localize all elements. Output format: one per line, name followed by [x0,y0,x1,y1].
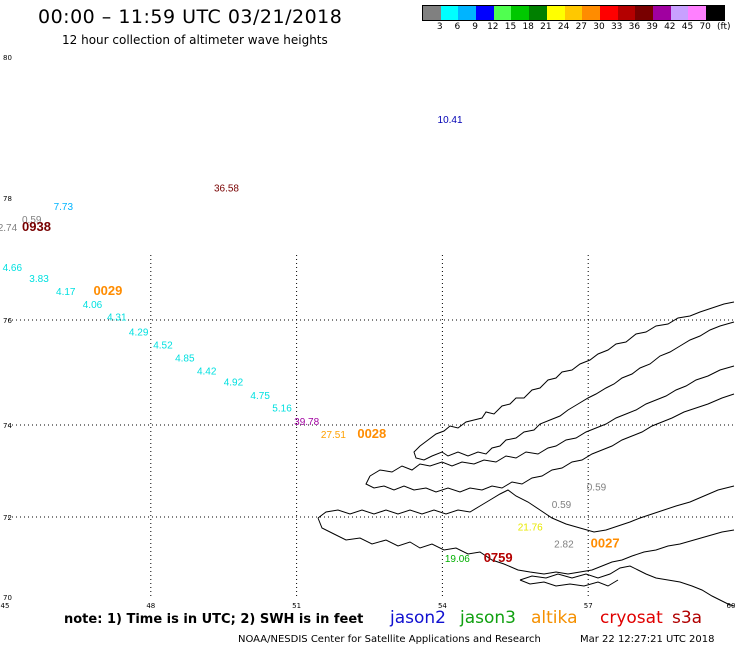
legend-swatch-13 [652,6,671,20]
wave-height-label: 4.31 [107,312,127,323]
graticule [8,255,733,598]
legend-swatch-2 [458,6,477,20]
legend-jason3: jason3 [460,608,516,628]
wave-height-label: 4.52 [153,341,173,352]
legend-swatch-0 [423,6,441,20]
wave-height-label: 19.06 [445,554,470,565]
wave-height-label: 4.29 [129,328,149,339]
lat-tick-label: 78 [3,195,12,203]
legend-swatch-7 [546,6,565,20]
wave-height-label: 4.75 [250,391,270,402]
wave-height-label: 3.83 [29,274,49,285]
wave-height-label: 5.16 [272,404,292,415]
lat-tick-label: 76 [3,317,12,325]
legend-swatch-3 [476,6,494,20]
coastline [317,301,735,607]
legend-swatch-15 [688,6,706,20]
lon-tick-label: 45 [1,602,10,610]
legend-swatch-1 [440,6,459,20]
legend-label: 42 [664,22,676,32]
legend-swatch-6 [529,6,547,20]
time-stamp-label: 0938 [22,219,51,234]
wave-height-label: 0.59 [587,482,607,493]
lon-tick-label: 57 [584,602,593,610]
legend-s3a: s3a [672,608,703,628]
legend-label: 3 [436,22,443,32]
legend-label: 6 [454,22,461,32]
legend-swatch-8 [564,6,583,20]
legend-label: 15 [504,22,517,32]
legend-label: 18 [522,22,534,32]
legend-swatch-16 [706,6,724,20]
map-title: 00:00 – 11:59 UTC 03/21/2018 [38,6,343,28]
legend-label: 45 [681,22,694,32]
wave-height-label: 10.41 [438,115,463,126]
wave-height-label: 4.92 [224,378,244,389]
legend-label: 12 [487,22,499,32]
observation-labels: 10.41 36.58 7.73 0.59 2.74 0938 4.66 3.83 4.17 00… [0,115,620,565]
legend-label: 30 [593,22,605,32]
legend-swatch-9 [582,6,600,20]
wave-height-label: 2.74 [0,223,18,234]
time-stamp-label: 0028 [357,426,386,441]
legend-label: 21 [540,22,552,32]
wave-height-label: 4.17 [56,287,76,298]
wave-height-label: 4.85 [175,354,195,365]
legend-swatch-11 [617,6,636,20]
legend-altika: altika [531,608,578,628]
time-stamp-label: 0027 [591,535,620,550]
map-subtitle: 12 hour collection of altimeter wave hei… [62,33,328,47]
wave-height-label: 4.66 [3,263,23,274]
legend-cryosat: cryosat [600,608,663,628]
time-stamp-label: 0029 [93,283,122,298]
time-stamp-label: 0759 [484,550,513,565]
coastline-novaya-zemlya-south [317,485,735,575]
lat-tick-label: 80 [3,54,12,62]
lat-tick-label: 74 [3,422,12,430]
lon-tick-label: 54 [438,602,447,610]
coastline-novaya-zemlya-north [413,301,735,461]
legend-swatch-4 [493,6,512,20]
wave-height-label: 0.59 [552,500,572,511]
legend-label: 24 [557,22,570,32]
lon-tick-label: 60 [727,602,736,610]
legend-label: 36 [628,22,641,32]
wave-height-label: 39.78 [294,417,319,428]
legend-label: 9 [472,22,478,32]
wave-height-label: 0.59 [22,215,42,226]
wave-height-label: 21.76 [518,522,543,533]
coastline-vaygach-mainland [519,565,735,607]
legend-swatch-5 [511,6,530,20]
legend-label: 27 [575,22,588,32]
footer-timestamp: Mar 22 12:27:21 UTC 2018 [580,634,715,645]
legend-jason2: jason2 [390,608,446,628]
legend-label: 33 [610,22,623,32]
legend-label: 70 [699,22,711,32]
note-text: note: 1) Time is in UTC; 2) SWH is in fe… [64,612,364,627]
legend-swatch-10 [599,6,618,20]
footer-credit: NOAA/NESDIS Center for Satellite Applica… [238,634,541,645]
wave-height-label: 2.82 [554,539,574,550]
legend-swatch-14 [670,6,689,20]
legend-unit: (ft) [717,22,731,32]
wave-height-label: 7.73 [54,202,74,213]
wave-height-label: 36.58 [214,184,239,195]
legend-label: 39 [646,22,658,32]
lat-tick-label: 70 [3,594,12,602]
coastline-matochkin-shar [365,365,735,493]
wave-height-label: 27.51 [321,430,346,441]
lon-tick-label: 51 [292,602,301,610]
color-legend-bar [422,5,725,21]
lat-tick-label: 72 [3,514,12,522]
wave-height-label: 4.06 [83,300,103,311]
lon-tick-label: 48 [146,602,155,610]
legend-swatch-12 [635,6,653,20]
wave-height-label: 4.42 [197,367,217,378]
